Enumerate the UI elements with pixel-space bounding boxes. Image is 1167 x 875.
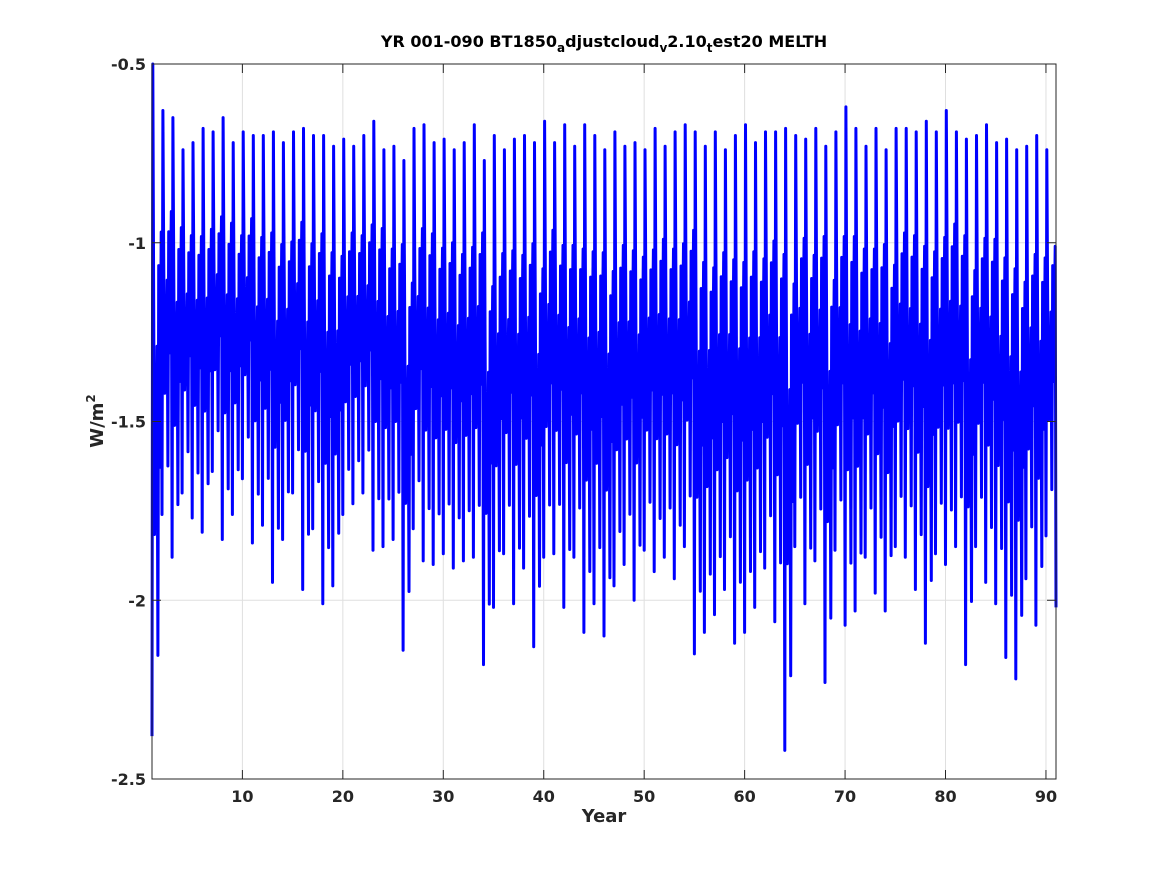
x-tick-label: 50 [633, 787, 655, 806]
x-tick-label: 10 [231, 787, 253, 806]
y-axis-title: W/m2 [84, 394, 108, 448]
x-tick-label: 60 [733, 787, 755, 806]
y-tick-label: -2 [128, 591, 146, 610]
x-axis-title: Year [581, 806, 627, 827]
x-tick-labels: 10 20 30 40 50 60 70 80 90 [231, 787, 1057, 806]
y-tick-label: -2.5 [111, 770, 146, 789]
x-tick-label: 40 [533, 787, 555, 806]
x-tick-label: 30 [432, 787, 454, 806]
y-tick-label: -0.5 [111, 55, 146, 74]
x-tick-label: 20 [332, 787, 354, 806]
series-layer [150, 62, 1058, 752]
chart-title: YR 001-090 BT1850adjustcloudv2.10test20 … [380, 32, 827, 55]
series-line [150, 62, 1058, 752]
y-tick-label: -1 [128, 234, 146, 253]
y-tick-labels: -0.5 -1 -1.5 -2 -2.5 [111, 55, 146, 789]
x-tick-label: 70 [834, 787, 856, 806]
x-tick-label: 80 [934, 787, 956, 806]
y-tick-label: -1.5 [111, 413, 146, 432]
x-tick-label: 90 [1035, 787, 1057, 806]
tick-marks [152, 63, 1056, 780]
